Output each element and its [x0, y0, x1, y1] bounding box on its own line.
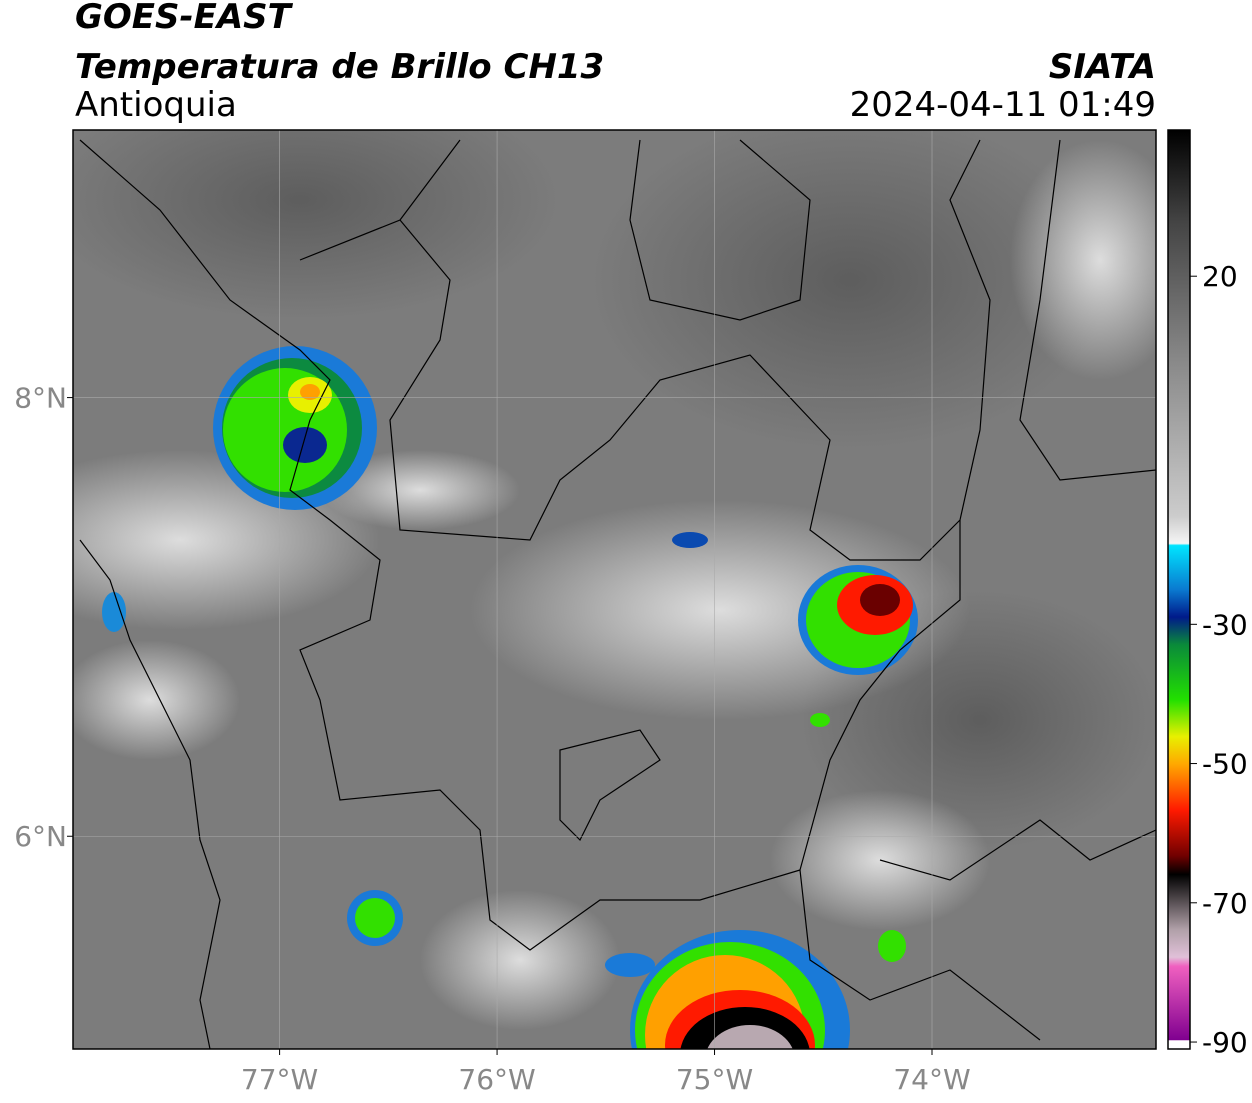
- x-tick-label: 76°W: [458, 1063, 535, 1096]
- title: GOES-EAST: [75, 0, 294, 37]
- grid: [73, 130, 1156, 1049]
- y-tick-label: 6°N: [14, 820, 67, 853]
- colorbar-tick-label: -30: [1202, 608, 1248, 641]
- x-tick-label: 74°W: [893, 1063, 970, 1096]
- subtitle: Temperatura de Brillo CH13: [75, 47, 604, 87]
- colorbar-tick-label: -70: [1202, 887, 1248, 920]
- x-tick-label: 75°W: [676, 1063, 753, 1096]
- map-frame: [72, 129, 1157, 1050]
- source: SIATA: [1049, 47, 1156, 87]
- x-tick-label: 77°W: [241, 1063, 318, 1096]
- datetime: 2024-04-11 01:49: [850, 85, 1156, 125]
- colorbar: [1167, 129, 1191, 1050]
- y-tick-label: 8°N: [14, 382, 67, 415]
- colorbar-tick-label: -50: [1202, 748, 1248, 781]
- colorbar-tick-label: 20: [1202, 260, 1238, 293]
- region: Antioquia: [75, 85, 237, 125]
- colorbar-tick-label: -90: [1202, 1026, 1248, 1059]
- satellite-image: [73, 130, 1156, 1049]
